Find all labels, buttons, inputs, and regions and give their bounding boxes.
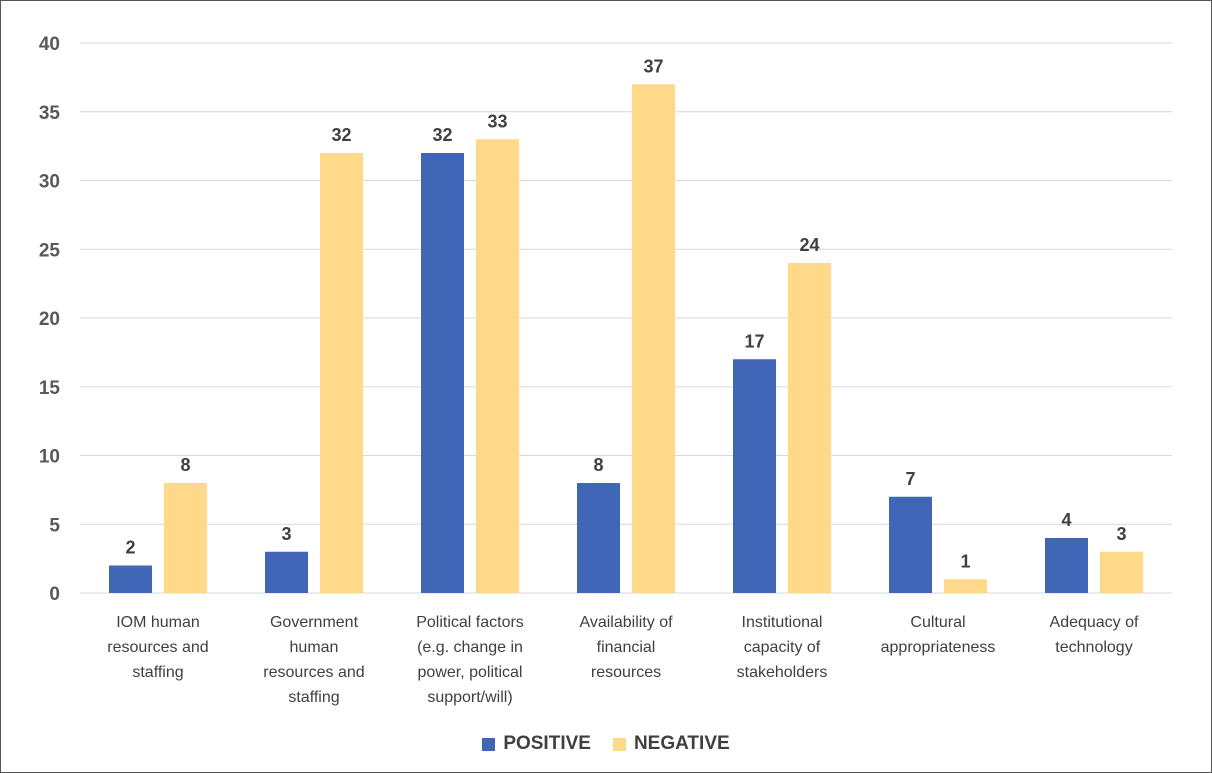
data-label-negative: 32: [331, 125, 351, 145]
bar-positive: [733, 359, 776, 593]
data-label-negative: 1: [960, 551, 970, 571]
y-tick-label: 15: [39, 378, 61, 399]
category-label: Political factors (e.g. change in power, p…: [416, 614, 524, 706]
legend-item-positive: POSITIVE: [482, 733, 591, 755]
bar-positive: [265, 551, 308, 593]
y-tick-label: 20: [39, 309, 60, 330]
category-label: Availability of financial resources: [579, 614, 673, 681]
legend-swatch-negative: [612, 737, 626, 751]
category-label: Adequacy of technology: [1050, 614, 1140, 656]
category-label: Government human resources and staffing: [263, 614, 364, 706]
bar-negative: [320, 153, 363, 593]
data-label-positive: 32: [432, 125, 452, 145]
y-tick-label: 30: [39, 172, 60, 193]
bar-positive: [1045, 538, 1088, 593]
data-label-positive: 7: [905, 469, 915, 489]
bar-negative: [788, 263, 831, 593]
bar-positive: [109, 565, 152, 593]
legend-swatch-positive: [482, 737, 496, 751]
data-label-negative: 37: [643, 56, 663, 76]
bar-negative: [944, 579, 987, 593]
y-tick-label: 25: [39, 240, 61, 261]
category-label: Cultural appropriateness: [881, 614, 996, 656]
data-label-negative: 24: [799, 235, 819, 255]
legend-item-negative: NEGATIVE: [612, 733, 730, 755]
x-axis-categories: IOM human resources and staffing Government…: [107, 614, 1139, 706]
bar-positive: [577, 483, 620, 593]
data-label-negative: 8: [180, 455, 190, 475]
bars: [109, 84, 1143, 593]
legend-label-positive: POSITIVE: [503, 733, 591, 754]
legend: POSITIVE NEGATIVE: [0, 733, 1212, 755]
data-label-positive: 3: [281, 524, 291, 544]
data-label-negative: 3: [1116, 524, 1126, 544]
data-label-negative: 33: [487, 111, 507, 131]
data-label-positive: 17: [744, 331, 764, 351]
category-label: Institutional capacity of stakeholders: [737, 614, 828, 681]
category-label: IOM human resources and staffing: [107, 614, 208, 681]
bar-negative: [476, 139, 519, 593]
data-label-positive: 4: [1061, 510, 1071, 530]
bar-negative: [632, 84, 675, 593]
y-tick-label: 10: [39, 447, 60, 468]
data-label-positive: 2: [125, 538, 135, 558]
y-tick-label: 35: [39, 103, 61, 124]
legend-label-negative: NEGATIVE: [633, 733, 730, 754]
y-axis-ticks: 0 5 10 15 20 25 30 35 40: [39, 34, 61, 605]
y-tick-label: 0: [49, 584, 60, 605]
data-labels: 2 8 3 32 32 33 8 37 17 24 7 1 4 3: [125, 56, 1126, 571]
bar-negative: [1100, 551, 1143, 593]
y-tick-label: 5: [49, 515, 60, 536]
bar-positive: [889, 496, 932, 593]
bar-negative: [164, 483, 207, 593]
y-tick-label: 40: [39, 34, 60, 55]
data-label-positive: 8: [593, 455, 603, 475]
gridlines: [80, 42, 1172, 594]
bar-positive: [421, 153, 464, 593]
